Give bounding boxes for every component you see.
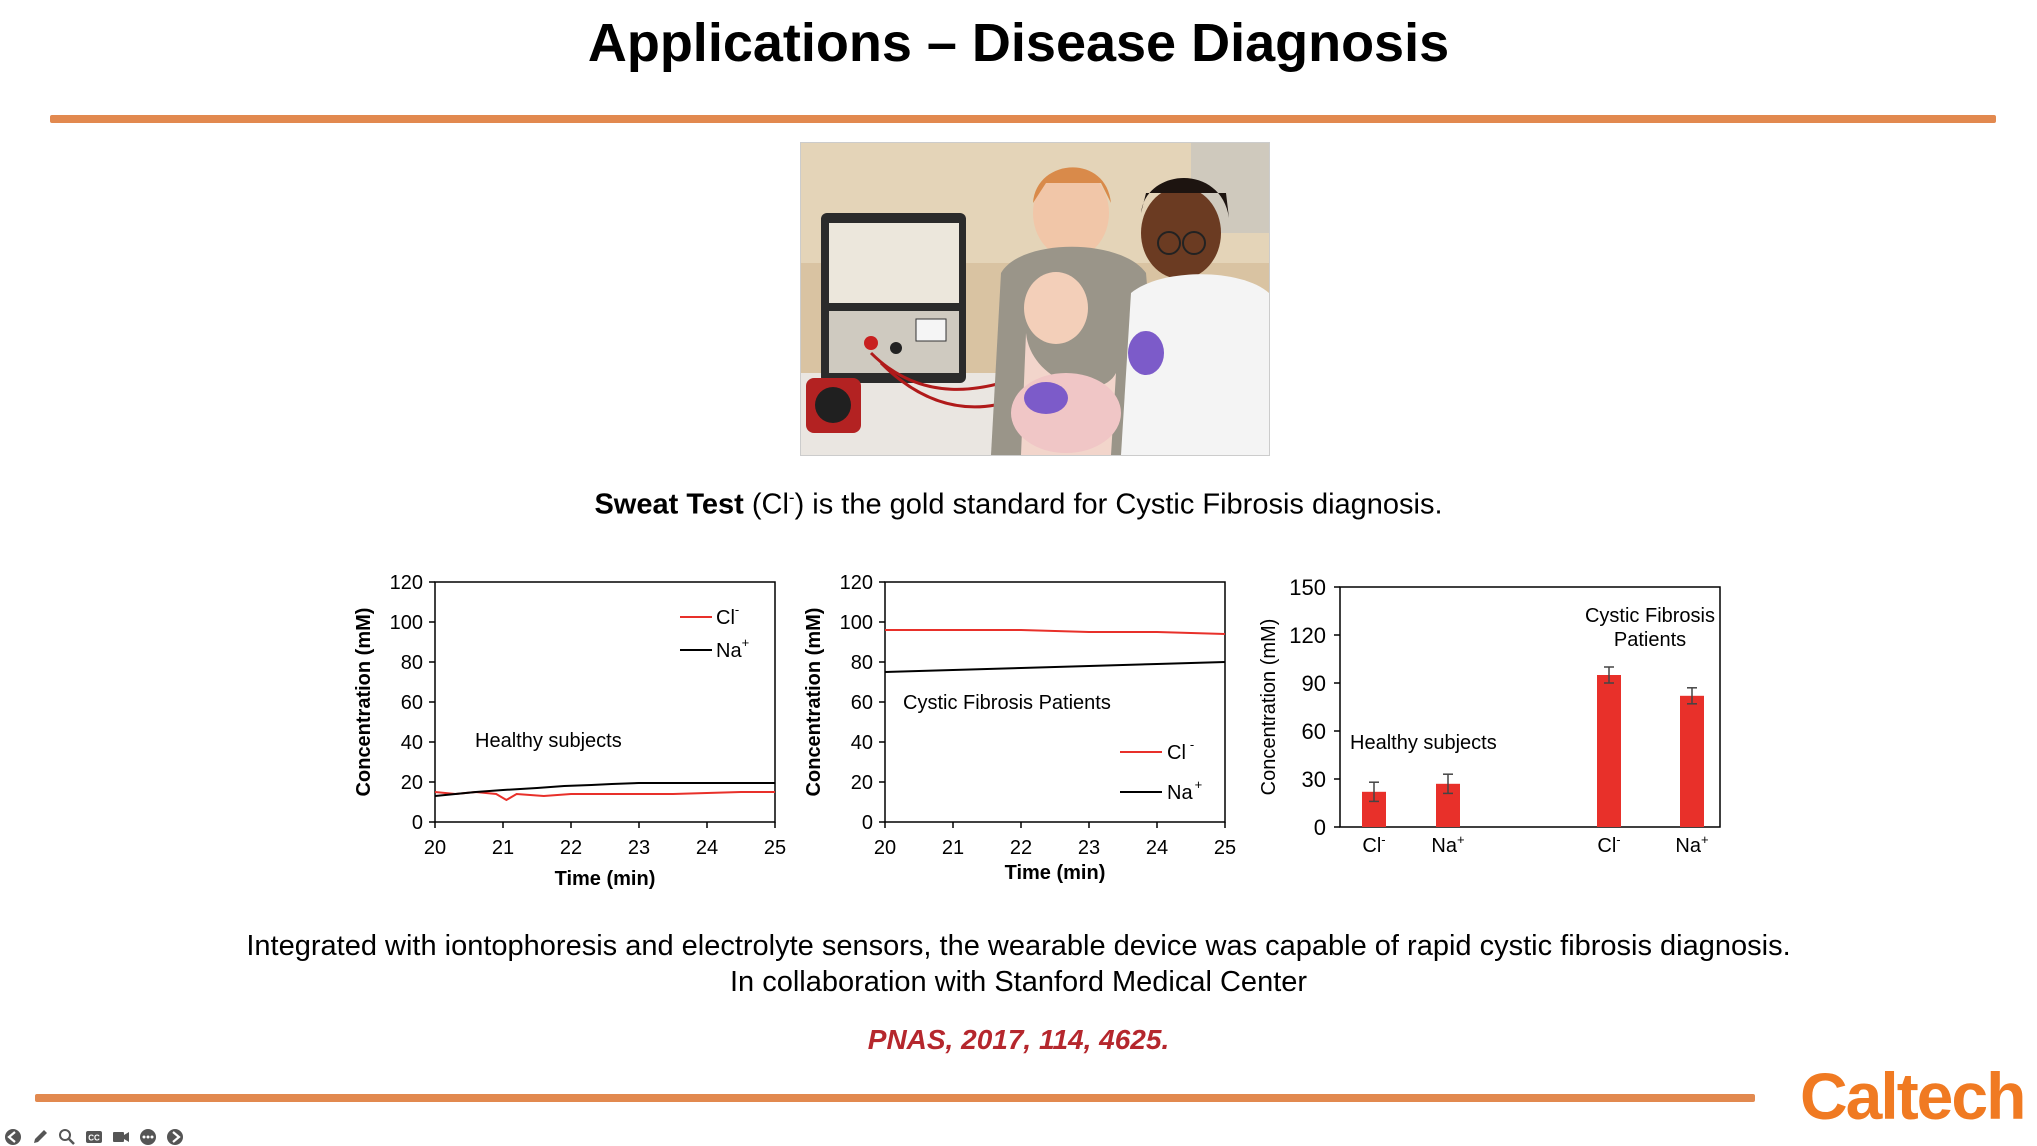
bar — [1680, 695, 1704, 827]
svg-text:CC: CC — [88, 1134, 100, 1143]
pen-icon[interactable] — [31, 1128, 49, 1146]
caption-line-2: In collaboration with Stanford Medical C… — [729, 966, 1308, 998]
y-tick-label: 20 — [401, 772, 423, 794]
y-tick-label: 100 — [390, 612, 423, 634]
chart-legend: Cl- Na+ — [1120, 737, 1202, 804]
x-tick-label: 25 — [764, 837, 786, 859]
y-tick-label: 0 — [1314, 815, 1326, 840]
slide-title: Applications – Disease Diagnosis — [587, 13, 1450, 73]
bottom-divider — [35, 1094, 1755, 1102]
chart-legend: Cl- Na+ — [680, 602, 749, 662]
x-category-label: Cl- — [1597, 832, 1620, 857]
caption-line-1: Integrated with iontophoresis and electr… — [246, 930, 1791, 962]
y-axis-label: Concentration (mM) — [353, 608, 375, 797]
x-tick-label: 23 — [1078, 837, 1100, 859]
plot-frame — [1339, 586, 1721, 828]
series-line-cl — [885, 629, 1226, 635]
y-tick-label: 40 — [851, 732, 873, 754]
legend-label-na: Na+ — [1167, 777, 1202, 804]
x-tick-label: 25 — [1214, 837, 1236, 859]
y-axis-label: Concentration (mM) — [1258, 619, 1280, 796]
x-tick-label: 22 — [1010, 837, 1032, 859]
caltech-logo: Caltech — [1800, 1059, 2026, 1133]
y-axis-label: Concentration (mM) — [803, 608, 825, 797]
chart-annotation: Cystic Fibrosis Patients — [903, 692, 1111, 714]
y-tick-label: 60 — [1302, 719, 1326, 744]
top-divider — [50, 115, 1996, 123]
series-line-na — [434, 782, 775, 797]
series-line-na — [884, 661, 1226, 673]
x-tick-label: 21 — [492, 837, 514, 859]
zoom-icon[interactable] — [58, 1128, 76, 1146]
group-label-cf-line: Cystic Fibrosis Patients — [1585, 605, 1715, 651]
presentation-toolbar: CC — [4, 1128, 184, 1146]
subtitle-chloride: (Cl — [751, 488, 789, 521]
y-tick-label: 20 — [851, 772, 873, 794]
y-tick-label: 0 — [862, 812, 873, 834]
legend-label-cl: Cl- — [1167, 737, 1194, 764]
closed-caption-icon[interactable]: CC — [85, 1128, 103, 1146]
x-category-label: Na+ — [1431, 832, 1464, 857]
forward-arrow-icon[interactable] — [166, 1128, 184, 1146]
chart-bar-comparison: 0 30 60 90 120 150 Cl- Na+ Cl- Na+ Healthy subje… — [1258, 575, 1721, 857]
y-tick-label: 40 — [401, 732, 423, 754]
sweat-test-label: Sweat Test — [594, 488, 744, 521]
subtitle-text: ) is the gold standard for Cystic Fibros… — [794, 488, 1443, 521]
x-category-label: Cl- — [1362, 832, 1385, 857]
x-tick-label: 22 — [560, 837, 582, 859]
sweat-test-photo — [800, 142, 1270, 456]
y-tick-label: 80 — [851, 652, 873, 674]
x-axis-label: Time (min) — [555, 868, 656, 890]
x-tick-label: 23 — [628, 837, 650, 859]
y-tick-label: 30 — [1302, 767, 1326, 792]
y-tick-label: 60 — [851, 692, 873, 714]
x-tick-label: 20 — [874, 837, 896, 859]
legend-label-na: Na+ — [716, 635, 749, 662]
bar — [1597, 675, 1621, 827]
y-tick-label: 0 — [412, 812, 423, 834]
x-tick-label: 21 — [942, 837, 964, 859]
y-tick-label: 150 — [1289, 575, 1326, 600]
group-label-healthy: Healthy subjects — [1350, 732, 1497, 754]
y-tick-label: 120 — [1289, 623, 1326, 648]
series-line-cl — [434, 790, 775, 802]
subtitle-chloride-charge: - — [788, 488, 795, 507]
more-options-icon[interactable] — [139, 1128, 157, 1146]
y-tick-label: 120 — [840, 572, 873, 594]
y-tick-label: 90 — [1302, 671, 1326, 696]
x-tick-label: 24 — [1146, 837, 1168, 859]
y-tick-label: 120 — [390, 572, 423, 594]
camera-icon[interactable] — [112, 1128, 130, 1146]
y-tick-label: 100 — [840, 612, 873, 634]
x-category-label: Na+ — [1675, 832, 1708, 857]
y-tick-label: 60 — [401, 692, 423, 714]
y-tick-label: 80 — [401, 652, 423, 674]
legend-label-cl: Cl- — [716, 602, 739, 629]
x-tick-label: 20 — [424, 837, 446, 859]
x-tick-label: 24 — [696, 837, 718, 859]
slide-subtitle: Sweat Test (Cl-) is the gold standard fo… — [0, 488, 2037, 522]
chart-annotation: Healthy subjects — [475, 730, 622, 752]
citation: PNAS, 2017, 114, 4625. — [867, 1024, 1170, 1055]
back-arrow-icon[interactable] — [4, 1128, 22, 1146]
x-axis-label: Time (min) — [1005, 862, 1106, 884]
